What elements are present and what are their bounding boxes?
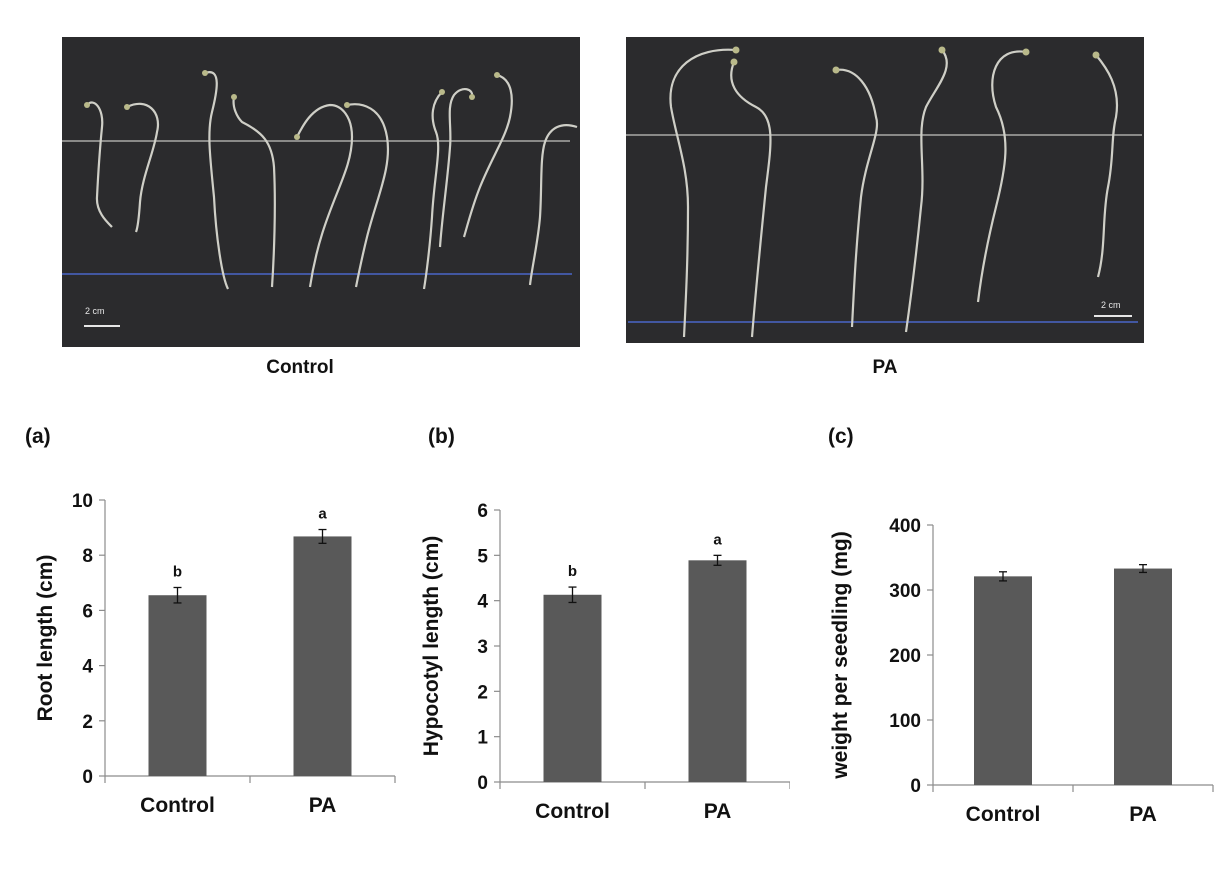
bar-control xyxy=(543,594,602,782)
pa-photo-caption: PA xyxy=(872,357,898,378)
significance-letter: a xyxy=(318,506,327,523)
y-tick-label: 2 xyxy=(477,682,488,703)
y-tick-label: 300 xyxy=(889,581,921,602)
control-seedlings xyxy=(86,71,578,290)
bar-control xyxy=(148,595,207,776)
category-label: Control xyxy=(140,794,215,817)
pa-seedlings-drawing: 2 cm xyxy=(626,46,1142,338)
hypocotyl-length-chart: 0 1 2 3 4 5 6 b Control a PA Hypocotyl length (cm) xyxy=(420,501,790,823)
control-seedlings-drawing: 2 cm xyxy=(62,70,578,327)
y-tick-label: 4 xyxy=(477,592,488,613)
y-tick-label: 4 xyxy=(82,657,93,678)
category-label: Control xyxy=(966,803,1041,826)
panel-label-b: (b) xyxy=(428,425,455,448)
y-tick-label: 1 xyxy=(477,728,488,749)
control-seedling-photo: 2 cm xyxy=(62,37,580,347)
bar-pa xyxy=(688,560,747,782)
bar-pa xyxy=(1114,568,1172,785)
y-tick-label: 2 xyxy=(82,712,93,733)
category-label: PA xyxy=(309,794,337,817)
y-axis-label: Hypocotyl length (cm) xyxy=(420,536,443,757)
y-tick-label: 100 xyxy=(889,711,921,732)
significance-letter: a xyxy=(713,531,722,548)
weight-per-seedling-chart: 0 100 200 300 400 Control PA weight per seedlin… xyxy=(829,516,1214,826)
control-scale-label: 2 cm xyxy=(85,306,105,316)
significance-letter: b xyxy=(568,563,577,580)
panel-label-a: (a) xyxy=(25,425,51,448)
category-label: PA xyxy=(704,800,732,823)
panel-label-c: (c) xyxy=(828,425,854,448)
y-tick-label: 0 xyxy=(910,776,921,797)
y-tick-label: 5 xyxy=(477,546,488,567)
y-tick-label: 10 xyxy=(72,491,93,512)
y-axis-label: Root length (cm) xyxy=(34,555,57,722)
y-axis-label: weight per seedling (mg) xyxy=(829,531,852,779)
control-photo-caption: Control xyxy=(266,357,334,378)
control-cotyledons xyxy=(84,70,500,140)
y-tick-label: 400 xyxy=(889,516,921,537)
pa-seedling-photo: 2 cm xyxy=(626,37,1144,343)
y-tick-label: 3 xyxy=(477,637,488,658)
y-tick-label: 0 xyxy=(477,773,488,794)
category-label: Control xyxy=(535,800,610,823)
y-tick-label: 6 xyxy=(477,501,488,522)
pa-seedlings xyxy=(669,48,1119,338)
pa-scale-label: 2 cm xyxy=(1101,300,1121,310)
bar-pa xyxy=(293,536,352,776)
y-tick-label: 8 xyxy=(82,546,93,567)
bar-control xyxy=(974,576,1032,785)
y-tick-label: 200 xyxy=(889,646,921,667)
y-tick-label: 0 xyxy=(82,767,93,788)
significance-letter: b xyxy=(173,563,182,580)
category-label: PA xyxy=(1129,803,1157,826)
pa-cotyledons xyxy=(730,46,1100,74)
y-tick-label: 6 xyxy=(82,601,93,622)
root-length-chart: 0 2 4 6 8 10 b Control a PA Root length (cm) xyxy=(34,491,396,817)
